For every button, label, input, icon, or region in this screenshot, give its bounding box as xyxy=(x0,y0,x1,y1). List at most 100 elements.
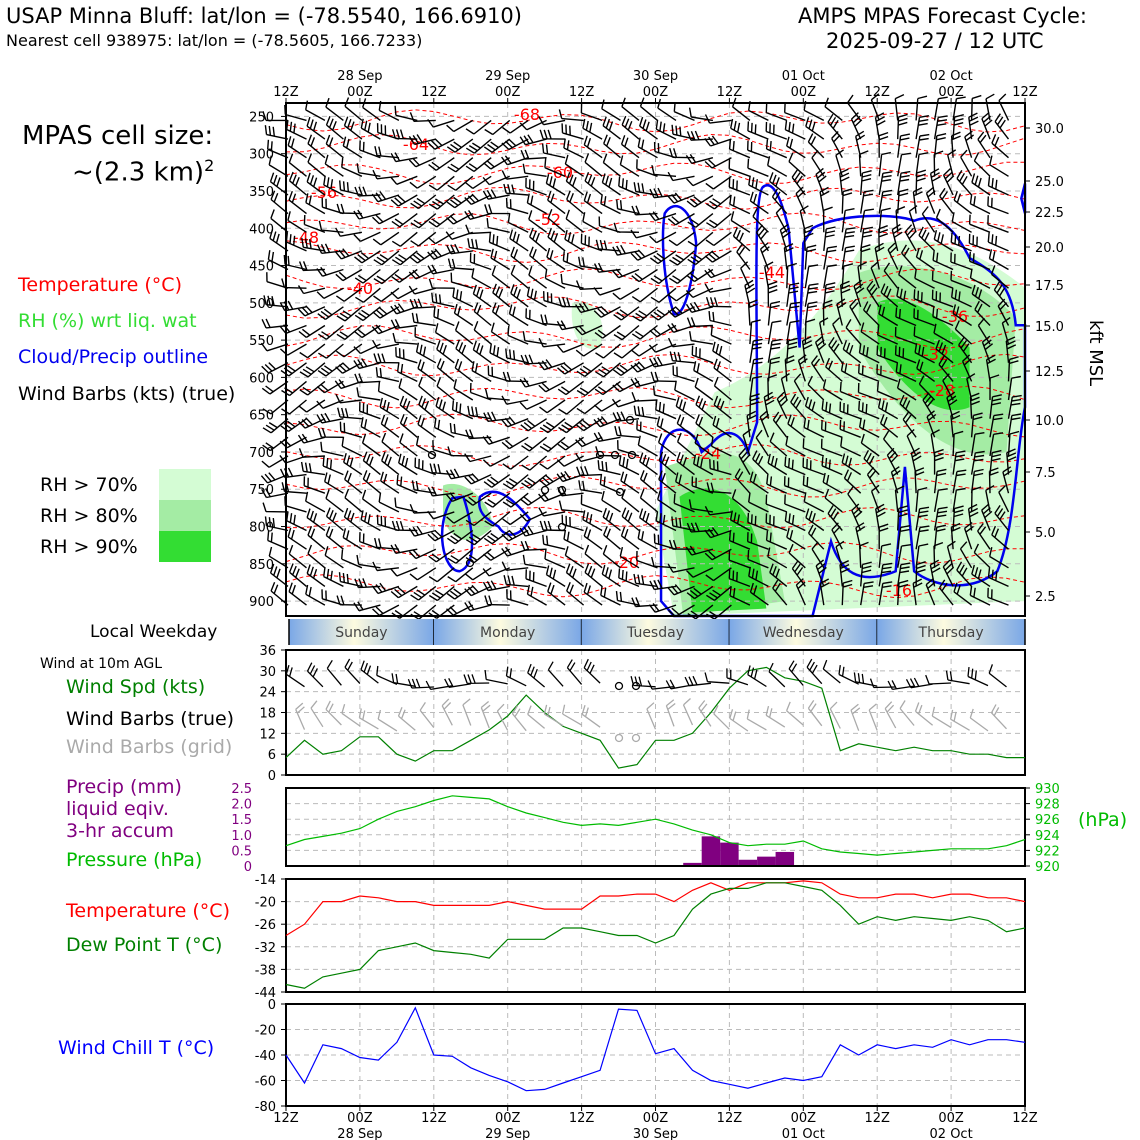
dewpoint-series xyxy=(285,882,1026,989)
wind-barb xyxy=(915,152,929,177)
wind-barb xyxy=(831,522,843,550)
wind-barb xyxy=(836,298,847,326)
wind-barb xyxy=(509,229,529,252)
wind-barb xyxy=(802,438,825,457)
wind-barb xyxy=(860,581,874,606)
wind-barb xyxy=(767,453,788,476)
wind-barb xyxy=(860,170,872,196)
wind-barb xyxy=(299,362,326,378)
wind-barb xyxy=(620,526,640,550)
wind-barb xyxy=(840,437,861,457)
wind-barb xyxy=(603,134,621,159)
wind-barb xyxy=(522,554,547,569)
wind-barb xyxy=(969,194,991,215)
surface-wind-barb xyxy=(344,658,361,684)
wind-barb xyxy=(685,287,714,299)
wind-barb xyxy=(895,307,917,327)
bottom-time-label: 00Z xyxy=(938,1111,964,1126)
wind-barb xyxy=(506,589,529,606)
wind-barb xyxy=(360,118,381,140)
wind-barb xyxy=(971,564,991,587)
wind-barb xyxy=(288,171,307,196)
grid-wind-barb xyxy=(310,700,324,728)
wind-barb xyxy=(566,581,585,606)
wind-barb xyxy=(630,377,658,388)
wind-barb xyxy=(768,172,788,196)
wind-barb xyxy=(849,298,862,326)
wind-barb xyxy=(505,197,529,215)
wind-barb xyxy=(841,208,855,233)
wind-barb xyxy=(371,339,400,350)
wind-barb xyxy=(520,540,547,551)
wind-barb xyxy=(262,418,289,434)
wind-barb xyxy=(472,284,492,308)
wind-barb xyxy=(541,143,566,159)
wind-barb xyxy=(989,547,1009,569)
grid-wind-barb xyxy=(480,700,491,729)
hpa-axis-label: (hPa) xyxy=(1078,809,1128,831)
wind-barb xyxy=(765,513,788,532)
pressure-tick-label: 928 xyxy=(1035,798,1060,813)
wind-barb xyxy=(989,449,1002,475)
wind-barb xyxy=(793,373,806,401)
windchill-tick-label: -80 xyxy=(255,1100,276,1115)
wind-barb xyxy=(987,587,1009,606)
wind-barb xyxy=(379,397,400,420)
weekday-label: Tuesday xyxy=(626,625,684,641)
wind-barb xyxy=(510,246,529,271)
wind-barb xyxy=(380,414,400,438)
kft-tick-label: 30.0 xyxy=(1035,122,1064,137)
wind-barb xyxy=(819,186,830,214)
wind-barb xyxy=(556,455,584,467)
wind-barb xyxy=(822,206,833,233)
wind-barb xyxy=(744,279,756,307)
kft-tick-label: 12.5 xyxy=(1035,365,1064,380)
wind-barb xyxy=(633,573,658,588)
wind-barb xyxy=(593,399,621,412)
wind-barb xyxy=(897,133,911,158)
wind-barb xyxy=(878,304,899,327)
wind-barb xyxy=(602,544,621,569)
wind-barb xyxy=(600,194,621,215)
wind-barb xyxy=(261,455,289,468)
wind-barb xyxy=(841,188,853,214)
wind-barb xyxy=(859,417,880,438)
wind-barb xyxy=(411,480,436,494)
wind-barb xyxy=(305,193,326,215)
wind-barb xyxy=(483,548,511,561)
cloud-outline xyxy=(440,495,474,573)
wind-barb xyxy=(921,206,936,233)
wind-barb xyxy=(408,548,437,560)
wind-barb xyxy=(827,505,843,531)
wind-barb xyxy=(464,492,492,506)
wind-barb xyxy=(483,529,511,545)
wind-barb xyxy=(503,183,529,196)
wind-barb xyxy=(650,371,677,383)
wind-barb xyxy=(878,581,893,606)
grid-wind-barb xyxy=(949,709,970,731)
wind-barb xyxy=(436,377,455,401)
wind-barb xyxy=(668,287,695,302)
wind-barb xyxy=(667,584,695,596)
windchill-tick-label: 0 xyxy=(268,998,276,1013)
grid-wind-barb xyxy=(511,705,527,732)
wind-barb xyxy=(736,243,751,270)
wind-barb xyxy=(306,564,326,587)
wind-barb xyxy=(473,302,492,327)
wind-barb xyxy=(752,207,769,233)
wind-barb xyxy=(301,237,326,252)
wind-barb xyxy=(464,210,492,220)
wind-barb xyxy=(378,492,400,513)
wind-speed-grid xyxy=(286,649,1025,776)
wind-barb xyxy=(374,146,399,159)
wind-barb xyxy=(472,340,492,364)
surface-wind-barb xyxy=(566,659,583,685)
wind-barb xyxy=(971,173,991,196)
wind-barb xyxy=(409,503,436,514)
wind-barb xyxy=(804,264,819,289)
surface-wind-barb xyxy=(463,674,490,685)
wind-barb xyxy=(705,231,732,246)
wind-barb xyxy=(970,412,983,438)
wind-barb xyxy=(578,480,603,494)
wind-barb xyxy=(784,120,806,140)
